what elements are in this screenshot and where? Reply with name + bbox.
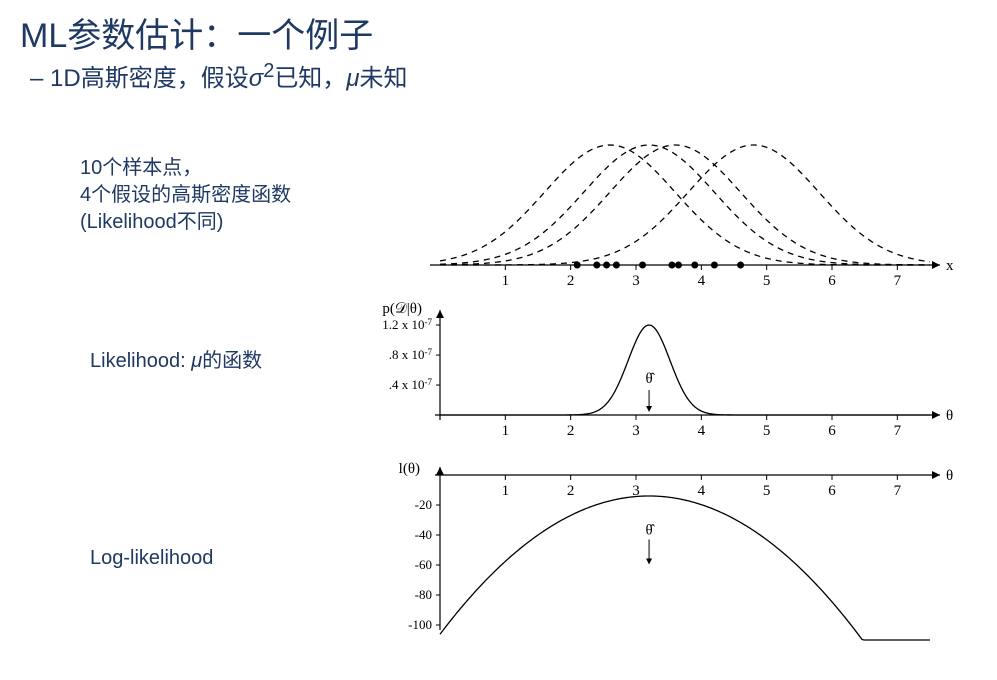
svg-text:-60: -60 (415, 557, 432, 572)
svg-text:x: x (946, 258, 954, 274)
sigma-superscript: 2 (263, 60, 274, 82)
block2: Likelihood: μ的函数 (90, 348, 262, 375)
sigma-symbol: σ (249, 65, 263, 92)
svg-text:-80: -80 (415, 587, 432, 602)
svg-text:7: 7 (894, 423, 902, 439)
svg-text:5: 5 (763, 483, 771, 499)
block2-pre: Likelihood: (90, 350, 191, 372)
likelihood-chart: p(𝒟|θ) .4 x 10-7 .8 x 10-7 1.2 x 10-7 θ 1 2 3 4 5… (380, 300, 960, 450)
subtitle-suffix: 未知 (359, 65, 407, 92)
block1-line2: 4个假设的高斯密度函数 (80, 182, 291, 209)
svg-text:2: 2 (567, 423, 575, 439)
block2-post: 的函数 (202, 350, 262, 372)
svg-text:1: 1 (502, 423, 510, 439)
svg-text:.4 x 10-7: .4 x 10-7 (389, 377, 433, 392)
svg-text:4: 4 (698, 483, 706, 499)
svg-text:-100: -100 (408, 617, 432, 632)
svg-text:5: 5 (763, 423, 771, 439)
svg-text:θ̂: θ̂ (645, 371, 655, 387)
svg-text:7: 7 (894, 483, 902, 499)
svg-text:6: 6 (828, 423, 836, 439)
svg-text:-20: -20 (415, 497, 432, 512)
subtitle-text: – 1D高斯密度，假设σ2已知，μ未知 (30, 65, 407, 92)
svg-text:3: 3 (632, 423, 640, 439)
svg-text:6: 6 (828, 483, 836, 499)
svg-text:2: 2 (567, 483, 575, 499)
svg-text:2: 2 (567, 273, 575, 289)
svg-text:1: 1 (502, 273, 510, 289)
svg-text:l(θ): l(θ) (399, 461, 420, 477)
svg-text:4: 4 (698, 423, 706, 439)
gaussian-chart: x 1 2 3 4 5 6 7 (380, 130, 960, 300)
block1-line3: (Likelihood不同) (80, 209, 291, 236)
subtitle-prefix: – 1D高斯密度，假设 (30, 65, 249, 92)
svg-text:1: 1 (502, 483, 510, 499)
svg-text:4: 4 (698, 273, 706, 289)
log-likelihood-chart: l(θ)-20-40-60-80-100θ1234567θ̂ (380, 450, 960, 650)
svg-text:.8 x 10-7: .8 x 10-7 (389, 347, 433, 362)
svg-text:θ̂: θ̂ (645, 523, 655, 539)
svg-text:θ: θ (946, 408, 953, 424)
mu-symbol: μ (346, 65, 359, 92)
svg-text:1.2 x 10-7: 1.2 x 10-7 (382, 317, 432, 332)
block1: 10个样本点， 4个假设的高斯密度函数 (Likelihood不同) (80, 155, 291, 236)
block3: Log-likelihood (90, 545, 213, 572)
page-title: ML参数估计：一个例子 (20, 8, 373, 57)
svg-text:7: 7 (894, 273, 902, 289)
svg-text:3: 3 (632, 273, 640, 289)
svg-text:p(𝒟|θ): p(𝒟|θ) (382, 301, 422, 317)
svg-text:6: 6 (828, 273, 836, 289)
page-subtitle: – 1D高斯密度，假设σ2已知，μ未知 (30, 58, 407, 93)
svg-text:-40: -40 (415, 527, 432, 542)
block2-mu: μ (191, 350, 202, 372)
block1-line1: 10个样本点， (80, 155, 291, 182)
svg-text:θ: θ (946, 468, 953, 484)
svg-text:5: 5 (763, 273, 771, 289)
subtitle-mid: 已知， (274, 65, 346, 92)
